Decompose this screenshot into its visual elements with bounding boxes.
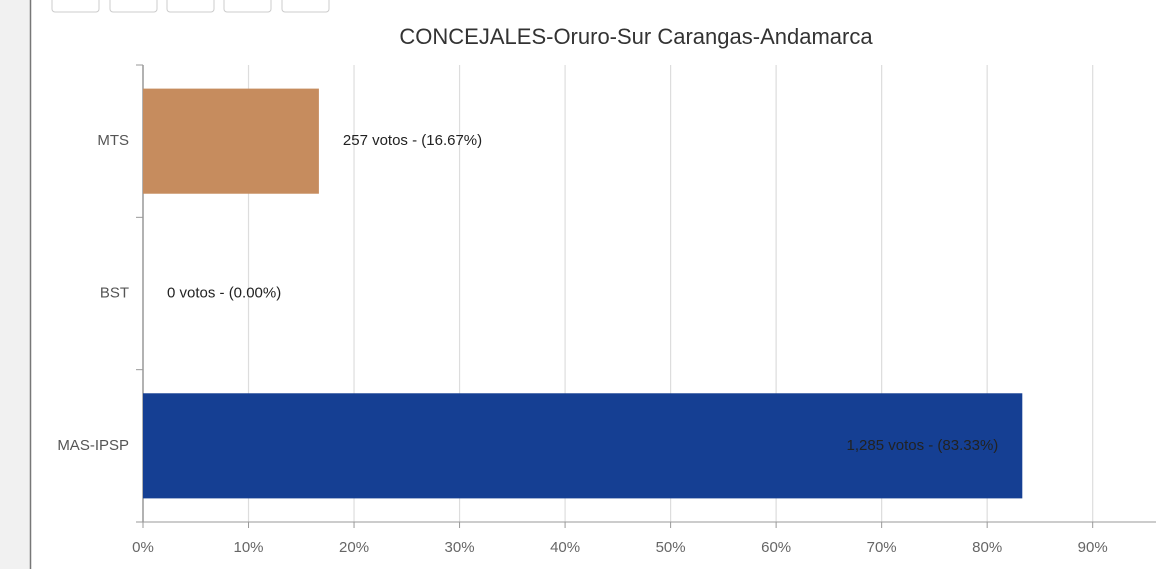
x-tick-label: 50%	[656, 539, 686, 556]
x-tick-label: 30%	[445, 539, 475, 556]
toolbar-button[interactable]	[281, 0, 330, 13]
bar	[143, 393, 1023, 499]
bar	[143, 88, 319, 194]
toolbar-button[interactable]	[109, 0, 158, 13]
x-tick-label: 70%	[867, 539, 897, 556]
toolbar-button[interactable]	[223, 0, 272, 13]
toolbar-button[interactable]	[51, 0, 100, 13]
x-tick-label: 40%	[550, 539, 580, 556]
data-label: 0 votos - (0.00%)	[167, 284, 281, 301]
page-margin	[0, 0, 30, 569]
data-label: 1,285 votos - (83.33%)	[847, 437, 999, 454]
x-tick-label: 20%	[339, 539, 369, 556]
y-tick-label: BST	[100, 284, 129, 301]
y-tick-label: MAS-IPSP	[57, 437, 129, 454]
data-label: 257 votos - (16.67%)	[343, 132, 482, 149]
x-tick-label: 0%	[132, 539, 154, 556]
toolbar-button[interactable]	[166, 0, 215, 13]
x-tick-label: 60%	[761, 539, 791, 556]
x-tick-label: 10%	[234, 539, 264, 556]
x-tick-label: 80%	[972, 539, 1002, 556]
x-tick-label: 90%	[1078, 539, 1108, 556]
chart-title: CONCEJALES-Oruro-Sur Carangas-Andamarca	[399, 24, 873, 49]
y-tick-label: MTS	[97, 132, 129, 149]
toolbar	[51, 0, 330, 13]
